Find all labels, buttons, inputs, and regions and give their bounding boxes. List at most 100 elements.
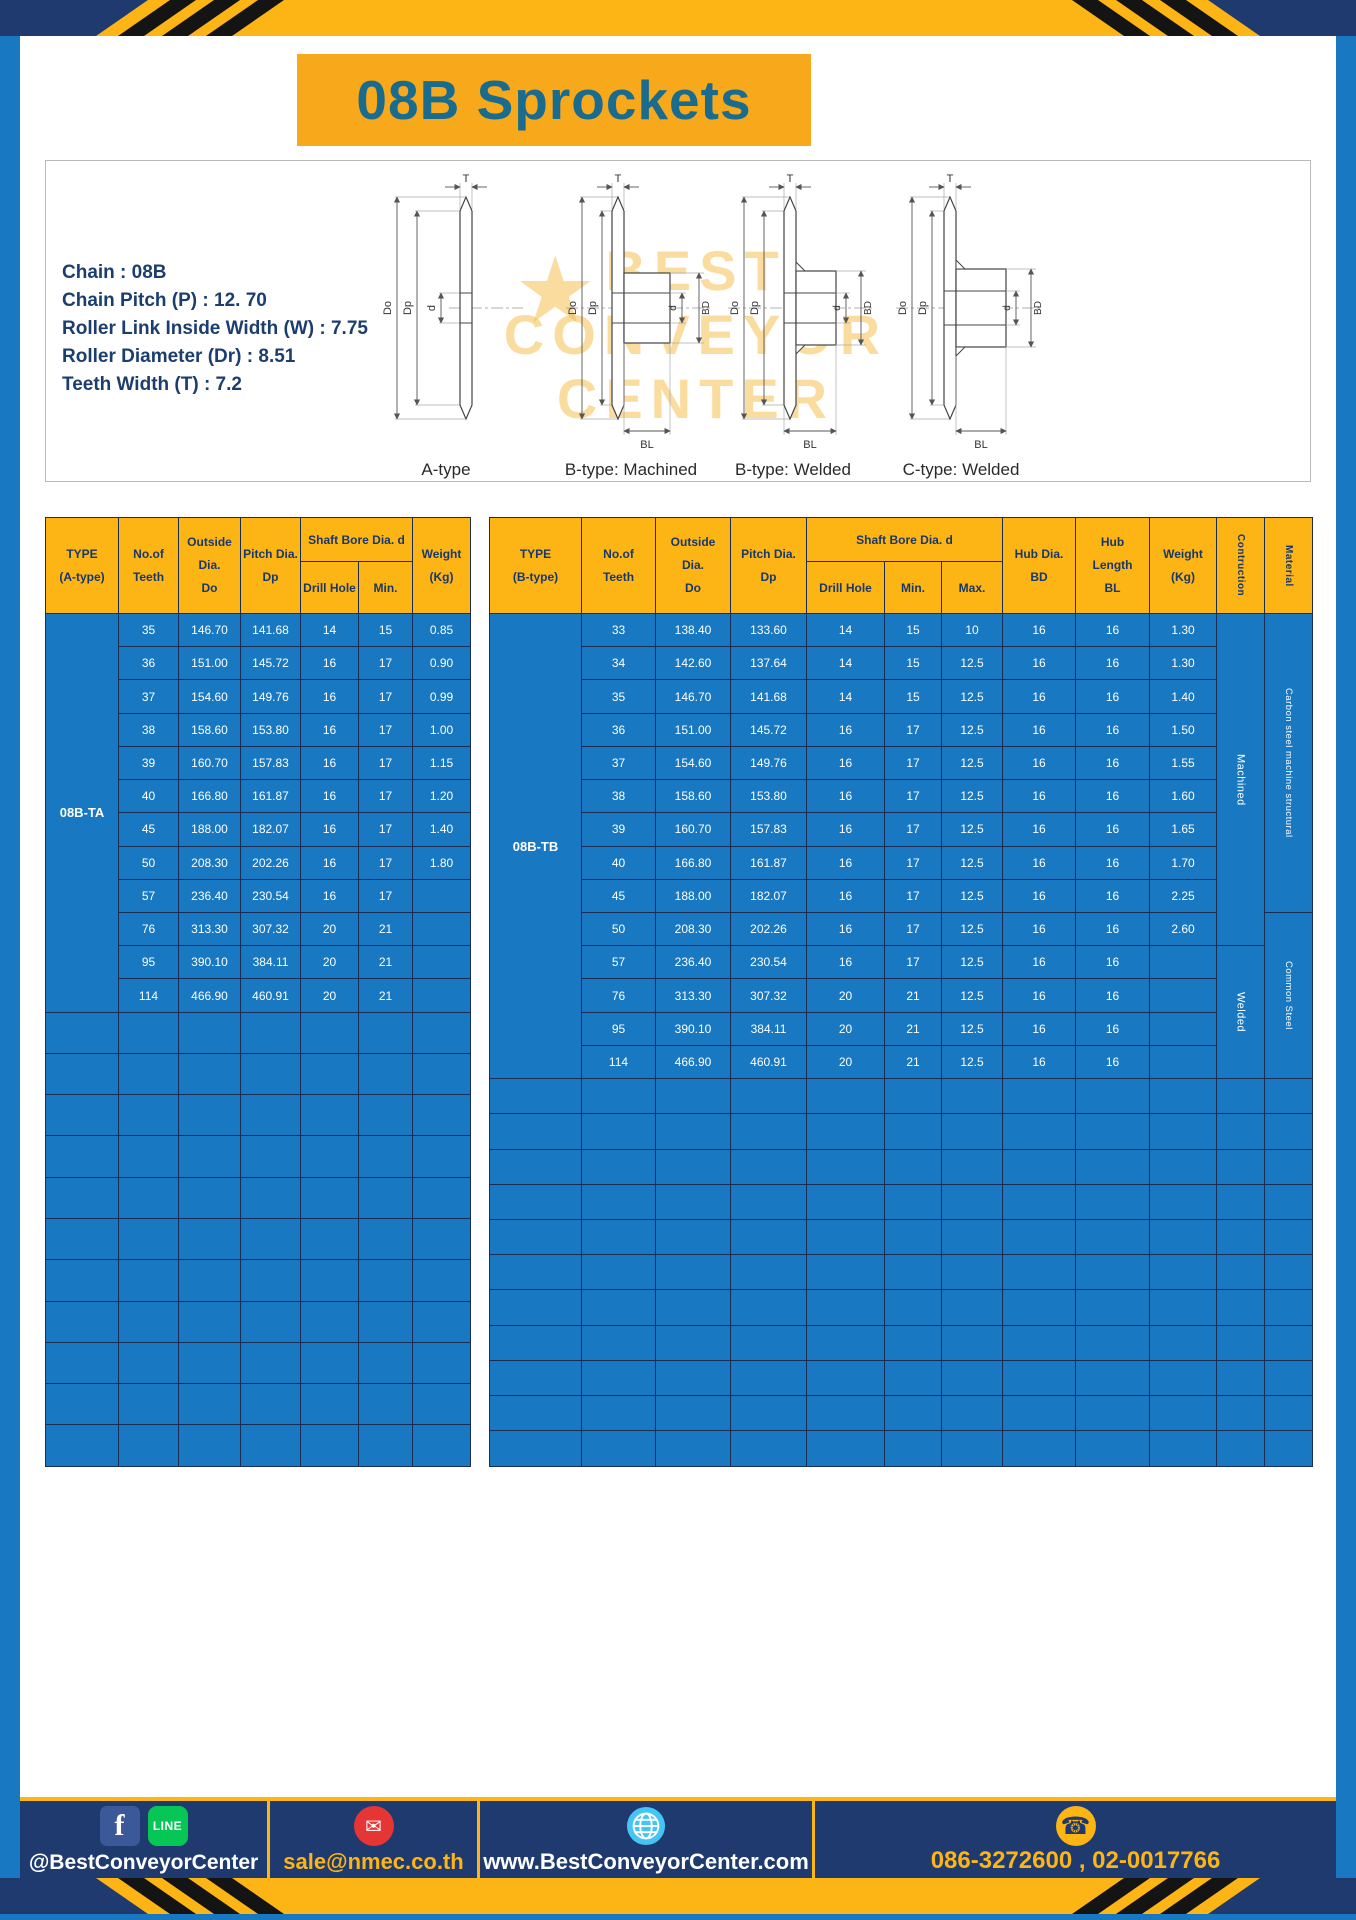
empty-cell — [118, 1094, 179, 1137]
empty-cell — [1149, 1148, 1217, 1185]
empty-cell — [489, 1359, 582, 1397]
empty-cell — [178, 1218, 241, 1261]
table-cell — [412, 978, 471, 1013]
table-cell: 17 — [884, 945, 942, 980]
empty-cell — [884, 1078, 942, 1115]
empty-cell — [240, 1094, 301, 1137]
empty-cell — [489, 1148, 582, 1185]
table-cell: 45 — [581, 878, 656, 913]
sprocket-drawing-b-machined: Do Dp d BD T — [566, 173, 712, 451]
empty-table-row — [45, 1424, 471, 1467]
empty-cell — [884, 1254, 942, 1291]
table-cell: 1.30 — [1149, 612, 1217, 648]
empty-cell — [884, 1324, 942, 1361]
empty-cell — [806, 1183, 885, 1221]
table-cell: 17 — [358, 745, 413, 781]
empty-cell — [1002, 1254, 1076, 1291]
empty-cell — [941, 1289, 1003, 1326]
col-header-outside-dia: Outside Dia. Do — [178, 517, 241, 614]
empty-cell — [118, 1341, 179, 1385]
website-url[interactable]: www.BestConveyorCenter.com — [483, 1849, 809, 1874]
empty-cell — [240, 1176, 301, 1220]
empty-table-row — [45, 1135, 471, 1178]
col-header-drill-hole: Drill Hole — [806, 561, 885, 614]
table-cell: 149.76 — [240, 679, 301, 714]
table-cell: 12.5 — [941, 1044, 1003, 1080]
table-cell: 21 — [884, 978, 942, 1013]
empty-cell — [1264, 1254, 1313, 1291]
table-row: 45 188.00 182.07 16 17 1.40 — [46, 812, 471, 847]
empty-cell — [178, 1135, 241, 1178]
figure-caption: C-type: Welded — [902, 460, 1020, 479]
table-cell: 16 — [1075, 878, 1150, 913]
table-cell: 36 — [118, 646, 179, 681]
table-cell: 16 — [1075, 646, 1150, 681]
empty-cell — [1264, 1289, 1313, 1326]
table-cell: 160.70 — [178, 745, 241, 781]
empty-cell — [45, 1052, 119, 1096]
facebook-icon[interactable]: f — [99, 1806, 140, 1846]
empty-cell — [941, 1218, 1003, 1256]
empty-table-row — [489, 1430, 1313, 1467]
empty-cell — [655, 1324, 731, 1361]
empty-cell — [412, 1259, 471, 1302]
table-cell: 20 — [806, 1011, 885, 1046]
empty-cell — [1075, 1183, 1150, 1221]
empty-cell — [1149, 1078, 1217, 1115]
col-header-material: Material — [1264, 517, 1313, 614]
table-cell: 2.60 — [1149, 911, 1217, 947]
empty-cell — [45, 1424, 119, 1467]
email-address[interactable]: sale@nmec.co.th — [283, 1849, 464, 1874]
empty-cell — [412, 1300, 471, 1343]
table-row: 35 146.70 141.68 14 15 12.5 16 16 1.40 — [490, 679, 1313, 714]
empty-cell — [655, 1218, 731, 1256]
empty-cell — [884, 1430, 942, 1467]
empty-cell — [489, 1218, 582, 1256]
table-cell: 16 — [300, 646, 359, 681]
empty-cell — [412, 1424, 471, 1467]
table-cell: 16 — [1075, 812, 1150, 847]
email-icon[interactable]: ✉ — [353, 1806, 394, 1846]
empty-cell — [300, 1135, 359, 1178]
globe-icon[interactable] — [626, 1806, 666, 1846]
line-icon[interactable]: LINE — [147, 1806, 188, 1846]
empty-cell — [655, 1359, 731, 1397]
page-title: 08B Sprockets — [356, 69, 752, 131]
social-handle[interactable]: @BestConveyorCenter — [28, 1851, 259, 1874]
construction-cell: Machined — [1216, 612, 1265, 947]
empty-table-row — [489, 1113, 1313, 1150]
phone-numbers[interactable]: 086-3272600 , 02-0017766 — [930, 1847, 1221, 1874]
table-cell: 16 — [1002, 646, 1076, 681]
table-cell: 17 — [884, 712, 942, 747]
empty-cell — [581, 1430, 656, 1467]
table-cell: 38 — [581, 779, 656, 814]
table-cell: 14 — [806, 646, 885, 681]
table-cell: 36 — [581, 712, 656, 747]
table-cell: 16 — [806, 779, 885, 814]
empty-cell — [1002, 1183, 1076, 1221]
table-cell: 157.83 — [730, 812, 807, 847]
empty-cell — [806, 1289, 885, 1326]
table-row: 34 142.60 137.64 14 15 12.5 16 16 1.30 — [490, 646, 1313, 681]
figure-a-type: Do Dp d T A-type — [361, 173, 531, 480]
empty-cell — [1216, 1359, 1265, 1397]
phone-icon[interactable]: ☎ — [1055, 1806, 1096, 1846]
empty-cell — [1264, 1218, 1313, 1256]
empty-cell — [358, 1052, 413, 1096]
empty-cell — [884, 1395, 942, 1432]
sprocket-hub — [955, 268, 1007, 348]
empty-cell — [730, 1078, 807, 1115]
dim-label-do: Do — [382, 301, 394, 315]
table-cell: 15 — [358, 612, 413, 648]
empty-cell — [581, 1218, 656, 1256]
type-label: 08B-TB — [489, 612, 582, 1080]
empty-cell — [1075, 1359, 1150, 1397]
table-cell: 12.5 — [941, 812, 1003, 847]
footer-social-section: f LINE @BestConveyorCenter — [20, 1801, 270, 1878]
dim-label-d: d — [426, 305, 438, 311]
table-cell: 146.70 — [178, 612, 241, 648]
table-cell: 145.72 — [240, 646, 301, 681]
spec-tables: TYPE (A-type) No.of Teeth Outside Dia. D… — [45, 517, 1313, 1467]
empty-cell — [884, 1218, 942, 1256]
